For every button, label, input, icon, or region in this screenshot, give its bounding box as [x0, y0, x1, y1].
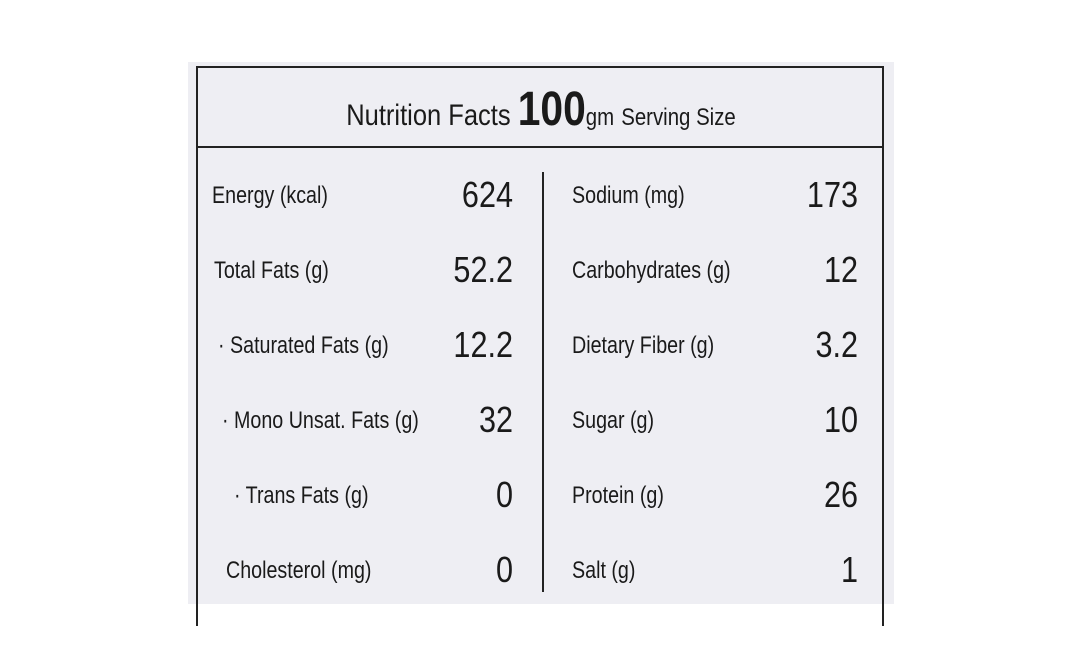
- label-frame: [196, 66, 884, 626]
- nutrient-name: Dietary Fiber (g): [572, 332, 715, 359]
- serving-amount: 100: [517, 83, 586, 136]
- nutrient-name: · Saturated Fats (g): [218, 332, 389, 359]
- nutrient-name: · Mono Unsat. Fats (g): [222, 407, 419, 434]
- nutrient-value: 32: [478, 399, 513, 440]
- nutrient-name: Cholesterol (mg): [226, 557, 372, 584]
- nutrient-name: Sodium (mg): [572, 182, 685, 209]
- nutrient-value: 173: [806, 174, 858, 215]
- nutrient-value: 12.2: [453, 324, 513, 365]
- nutrient-value: 3.2: [815, 324, 858, 365]
- nutrient-name: Sugar (g): [572, 407, 655, 434]
- nutrient-name: Protein (g): [572, 482, 664, 509]
- nutrient-value: 0: [495, 549, 513, 590]
- nutrient-name: Carbohydrates (g): [572, 257, 731, 284]
- serving-label: Serving Size: [621, 104, 736, 131]
- nutrient-name: Salt (g): [572, 557, 636, 584]
- header-rule: [198, 146, 884, 148]
- nutrient-value: 624: [461, 174, 513, 215]
- nutrient-name: Energy (kcal): [212, 182, 328, 209]
- nutrient-name: Total Fats (g): [214, 257, 329, 284]
- nutrient-name: · Trans Fats (g): [234, 482, 369, 509]
- column-divider: [542, 172, 544, 592]
- nutrition-label: Nutrition Facts 100gm Serving Size Energ…: [188, 62, 894, 626]
- nutrient-value: 12: [823, 249, 858, 290]
- nutrient-value: 10: [823, 399, 858, 440]
- title-text: Nutrition Facts: [346, 99, 511, 132]
- serving-unit: gm: [585, 104, 615, 131]
- title: Nutrition Facts 100gm Serving Size: [241, 82, 841, 137]
- nutrient-value: 52.2: [453, 249, 513, 290]
- nutrient-value: 0: [495, 474, 513, 515]
- nutrient-value: 1: [840, 549, 858, 590]
- nutrient-value: 26: [823, 474, 858, 515]
